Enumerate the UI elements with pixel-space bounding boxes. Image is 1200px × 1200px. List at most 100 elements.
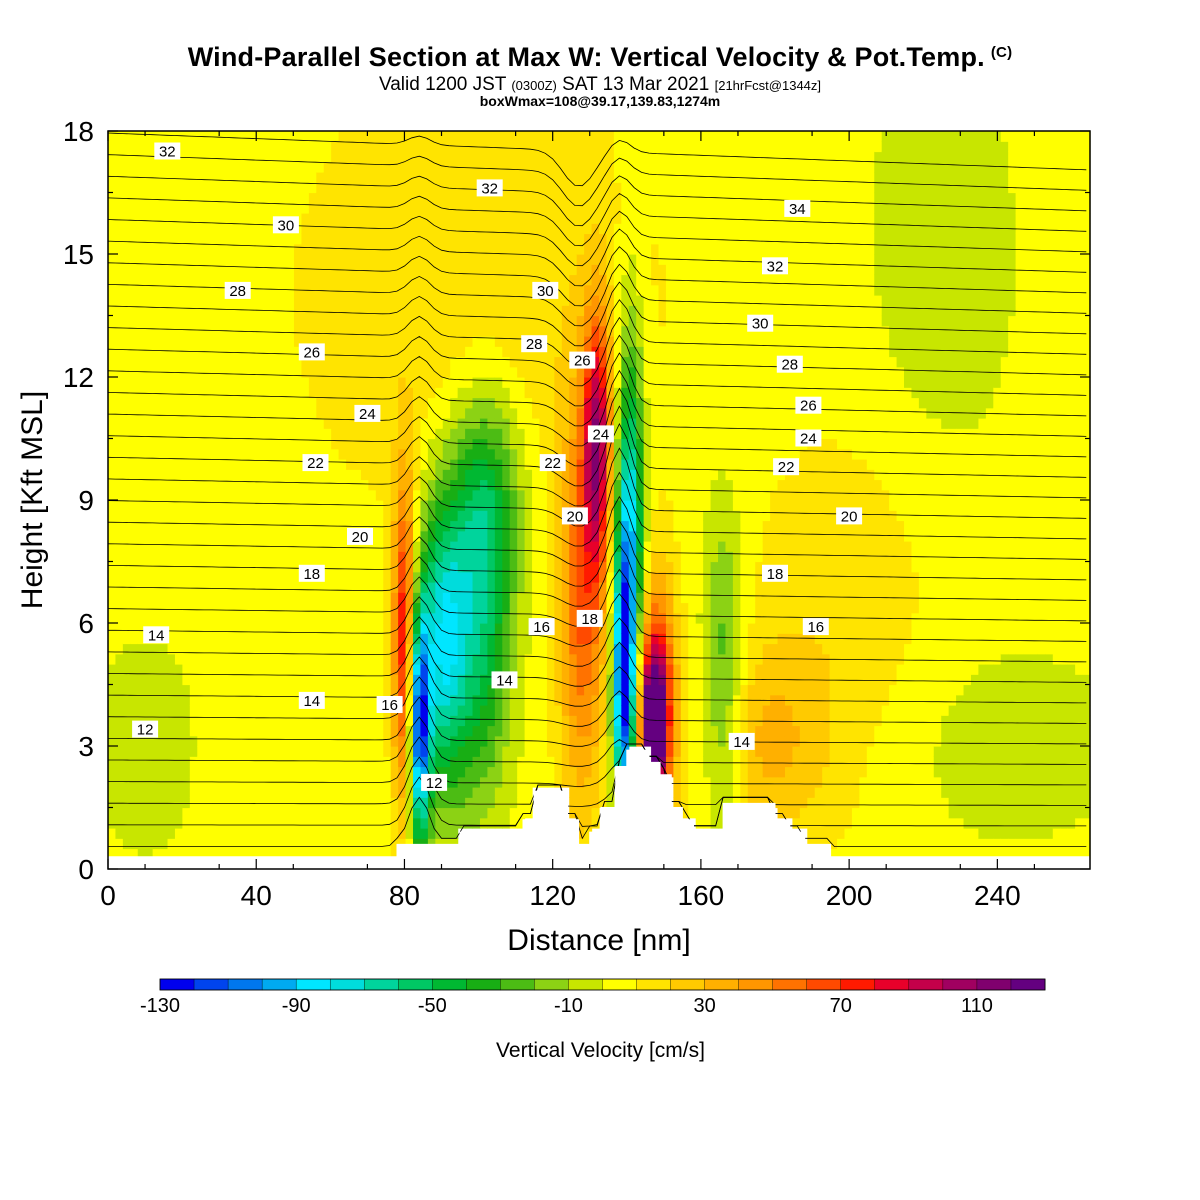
velocity-cell <box>137 325 146 337</box>
velocity-cell <box>494 612 503 624</box>
velocity-cell <box>353 377 362 388</box>
velocity-cell <box>115 623 124 634</box>
velocity-cell <box>591 254 600 265</box>
velocity-cell <box>212 797 221 809</box>
velocity-cell <box>323 541 332 552</box>
velocity-cell <box>115 356 124 368</box>
velocity-cell <box>204 407 213 419</box>
velocity-cell <box>405 274 414 286</box>
velocity-cell <box>293 715 303 727</box>
velocity-cell <box>613 746 622 757</box>
velocity-cell <box>509 213 518 224</box>
velocity-cell <box>561 643 570 655</box>
velocity-cell <box>509 746 518 757</box>
velocity-cell <box>554 776 563 788</box>
velocity-cell <box>457 448 466 460</box>
velocity-cell <box>360 202 369 214</box>
velocity-cell <box>368 469 377 481</box>
velocity-cell <box>152 459 161 470</box>
velocity-cell <box>152 172 161 183</box>
velocity-cell <box>383 274 392 286</box>
velocity-cell <box>405 694 414 706</box>
velocity-cell <box>323 787 332 798</box>
velocity-cell <box>420 664 429 675</box>
velocity-cell <box>264 233 273 245</box>
velocity-cell <box>160 254 169 265</box>
velocity-cell <box>197 243 206 255</box>
velocity-cell <box>479 807 489 819</box>
velocity-cell <box>137 131 146 142</box>
velocity-cell <box>479 653 489 665</box>
velocity-cell <box>279 643 288 655</box>
velocity-cell <box>390 407 399 419</box>
velocity-cell <box>502 817 511 829</box>
velocity-cell <box>569 377 578 388</box>
velocity-cell <box>435 397 444 409</box>
velocity-cell <box>182 213 191 224</box>
velocity-cell <box>241 592 250 604</box>
velocity-cell <box>174 602 183 614</box>
velocity-cell <box>532 305 541 317</box>
velocity-cell <box>606 756 615 768</box>
velocity-cell <box>427 428 436 440</box>
velocity-cell <box>152 418 161 429</box>
velocity-cell <box>628 633 637 645</box>
velocity-cell <box>160 418 169 429</box>
velocity-cell <box>576 469 585 481</box>
velocity-cell <box>174 541 183 552</box>
velocity-cell <box>517 643 526 655</box>
velocity-cell <box>643 664 652 675</box>
velocity-cell <box>115 602 124 614</box>
velocity-cell <box>368 715 377 727</box>
velocity-cell <box>599 274 608 286</box>
velocity-cell <box>532 489 541 501</box>
velocity-cell <box>212 633 221 645</box>
velocity-cell <box>442 284 451 296</box>
velocity-cell <box>420 284 429 296</box>
velocity-cell <box>353 725 362 737</box>
velocity-cell <box>137 674 146 686</box>
velocity-cell <box>368 428 377 440</box>
velocity-cell <box>308 582 317 593</box>
velocity-cell <box>576 233 585 245</box>
velocity-cell <box>509 448 518 460</box>
velocity-cell <box>174 664 183 675</box>
velocity-cell <box>390 766 399 778</box>
velocity-cell <box>204 807 213 819</box>
velocity-cell <box>524 674 533 686</box>
velocity-cell <box>383 838 392 850</box>
velocity-cell <box>316 428 325 440</box>
velocity-cell <box>546 479 555 491</box>
velocity-cell <box>457 510 466 522</box>
velocity-cell <box>420 797 429 809</box>
velocity-cell <box>286 172 295 183</box>
velocity-cell <box>197 397 206 409</box>
velocity-cell <box>189 418 198 429</box>
velocity-cell <box>241 633 250 645</box>
velocity-cell <box>517 264 526 276</box>
velocity-cell <box>316 530 325 542</box>
velocity-cell <box>561 653 570 665</box>
velocity-cell <box>502 776 511 788</box>
velocity-cell <box>227 510 236 522</box>
velocity-cell <box>599 479 608 491</box>
velocity-cell <box>435 592 444 604</box>
velocity-cell <box>390 418 399 429</box>
velocity-cell <box>204 643 213 655</box>
velocity-cell <box>212 469 221 481</box>
velocity-cell <box>189 295 198 306</box>
velocity-cell <box>293 448 303 460</box>
velocity-cell <box>472 213 481 224</box>
velocity-cell <box>219 602 228 614</box>
velocity-cell <box>360 479 369 491</box>
velocity-cell <box>561 469 570 481</box>
velocity-cell <box>174 172 183 183</box>
velocity-cell <box>479 305 489 317</box>
velocity-cell <box>130 571 139 583</box>
velocity-cell <box>442 254 451 265</box>
velocity-cell <box>472 315 481 327</box>
velocity-cell <box>241 838 250 850</box>
velocity-cell <box>212 459 221 470</box>
velocity-cell <box>353 448 362 460</box>
velocity-cell <box>122 428 131 440</box>
